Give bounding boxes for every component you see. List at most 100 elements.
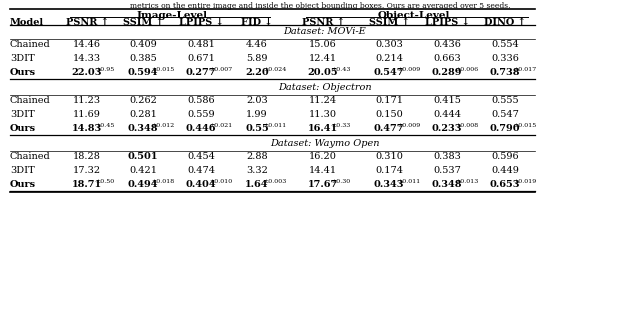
Text: ±0.43: ±0.43 [332, 67, 351, 72]
Text: metrics on the entire image and inside the object bounding boxes. Ours are avera: metrics on the entire image and inside t… [130, 2, 510, 10]
Text: Model: Model [10, 18, 44, 27]
Text: ±0.95: ±0.95 [95, 67, 115, 72]
Text: 0.348: 0.348 [432, 180, 462, 189]
Text: Ours: Ours [10, 68, 36, 77]
Text: 17.32: 17.32 [73, 166, 101, 175]
Text: 0.474: 0.474 [187, 166, 215, 175]
Text: 3.32: 3.32 [246, 166, 268, 175]
Text: 3DIT: 3DIT [10, 110, 35, 119]
Text: 0.671: 0.671 [187, 54, 215, 63]
Text: 0.481: 0.481 [187, 40, 215, 49]
Text: ±0.011: ±0.011 [264, 123, 287, 128]
Text: 0.653: 0.653 [490, 180, 520, 189]
Text: ±0.017: ±0.017 [513, 67, 536, 72]
Text: 0.289: 0.289 [432, 68, 462, 77]
Text: ±0.006: ±0.006 [455, 67, 478, 72]
Text: 0.446: 0.446 [186, 124, 216, 133]
Text: ±0.018: ±0.018 [151, 179, 175, 184]
Text: 1.64: 1.64 [245, 180, 269, 189]
Text: 16.41: 16.41 [308, 124, 338, 133]
Text: 0.277: 0.277 [186, 68, 216, 77]
Text: 12.41: 12.41 [309, 54, 337, 63]
Text: Dataset: MOVi-E: Dataset: MOVi-E [284, 27, 366, 36]
Text: 2.20: 2.20 [245, 68, 269, 77]
Text: Dataset: Waymo Open: Dataset: Waymo Open [270, 139, 380, 148]
Text: ±0.007: ±0.007 [209, 67, 232, 72]
Text: 11.23: 11.23 [73, 96, 101, 105]
Text: SSIM ↑: SSIM ↑ [123, 18, 163, 27]
Text: 0.343: 0.343 [374, 180, 404, 189]
Text: 0.594: 0.594 [128, 68, 158, 77]
Text: 0.547: 0.547 [491, 110, 519, 119]
Text: 17.67: 17.67 [308, 180, 338, 189]
Text: Chained: Chained [10, 152, 51, 161]
Text: 0.348: 0.348 [128, 124, 158, 133]
Text: Dataset: Objectron: Dataset: Objectron [278, 83, 372, 92]
Text: ±0.011: ±0.011 [397, 179, 420, 184]
Text: 1.99: 1.99 [246, 110, 268, 119]
Text: 0.281: 0.281 [129, 110, 157, 119]
Text: PSNR ↑: PSNR ↑ [301, 18, 344, 27]
Text: ±0.008: ±0.008 [455, 123, 479, 128]
Text: DINO ↑: DINO ↑ [484, 18, 526, 27]
Text: 18.71: 18.71 [72, 180, 102, 189]
Text: 0.171: 0.171 [375, 96, 403, 105]
Text: 20.05: 20.05 [308, 68, 339, 77]
Text: 0.444: 0.444 [433, 110, 461, 119]
Text: 0.559: 0.559 [187, 110, 215, 119]
Text: ±0.021: ±0.021 [209, 123, 232, 128]
Text: ±0.45: ±0.45 [95, 123, 115, 128]
Text: LPIPS ↓: LPIPS ↓ [424, 18, 469, 27]
Text: Image-Level: Image-Level [136, 11, 207, 20]
Text: 0.436: 0.436 [433, 40, 461, 49]
Text: Ours: Ours [10, 124, 36, 133]
Text: ±0.009: ±0.009 [397, 123, 420, 128]
Text: 14.46: 14.46 [73, 40, 101, 49]
Text: 0.303: 0.303 [375, 40, 403, 49]
Text: 0.383: 0.383 [433, 152, 461, 161]
Text: ±0.013: ±0.013 [455, 179, 479, 184]
Text: 0.415: 0.415 [433, 96, 461, 105]
Text: 11.24: 11.24 [309, 96, 337, 105]
Text: ±0.50: ±0.50 [95, 179, 115, 184]
Text: 0.501: 0.501 [128, 152, 158, 161]
Text: 0.663: 0.663 [433, 54, 461, 63]
Text: 0.454: 0.454 [187, 152, 215, 161]
Text: Chained: Chained [10, 40, 51, 49]
Text: 2.88: 2.88 [246, 152, 268, 161]
Text: Ours: Ours [10, 180, 36, 189]
Text: 0.385: 0.385 [129, 54, 157, 63]
Text: 0.336: 0.336 [491, 54, 519, 63]
Text: Object-Level: Object-Level [378, 11, 450, 20]
Text: 0.547: 0.547 [374, 68, 404, 77]
Text: Chained: Chained [10, 96, 51, 105]
Text: 14.33: 14.33 [73, 54, 101, 63]
Text: ±0.015: ±0.015 [151, 67, 175, 72]
Text: 0.738: 0.738 [490, 68, 520, 77]
Text: ±0.015: ±0.015 [513, 123, 536, 128]
Text: 0.174: 0.174 [375, 166, 403, 175]
Text: 0.537: 0.537 [433, 166, 461, 175]
Text: ±0.012: ±0.012 [151, 123, 175, 128]
Text: 11.69: 11.69 [73, 110, 101, 119]
Text: 0.233: 0.233 [432, 124, 462, 133]
Text: ±0.009: ±0.009 [397, 67, 420, 72]
Text: 0.494: 0.494 [128, 180, 158, 189]
Text: ±0.010: ±0.010 [209, 179, 232, 184]
Text: 4.46: 4.46 [246, 40, 268, 49]
Text: 0.421: 0.421 [129, 166, 157, 175]
Text: 22.03: 22.03 [72, 68, 102, 77]
Text: 2.03: 2.03 [246, 96, 268, 105]
Text: 0.790: 0.790 [490, 124, 520, 133]
Text: ±0.30: ±0.30 [332, 179, 351, 184]
Text: 3DIT: 3DIT [10, 54, 35, 63]
Text: 0.449: 0.449 [491, 166, 519, 175]
Text: SSIM ↑: SSIM ↑ [369, 18, 410, 27]
Text: 0.596: 0.596 [491, 152, 519, 161]
Text: 0.310: 0.310 [375, 152, 403, 161]
Text: 0.404: 0.404 [186, 180, 216, 189]
Text: 5.89: 5.89 [246, 54, 268, 63]
Text: PSNR ↑: PSNR ↑ [65, 18, 108, 27]
Text: ±0.003: ±0.003 [264, 179, 287, 184]
Text: 0.150: 0.150 [375, 110, 403, 119]
